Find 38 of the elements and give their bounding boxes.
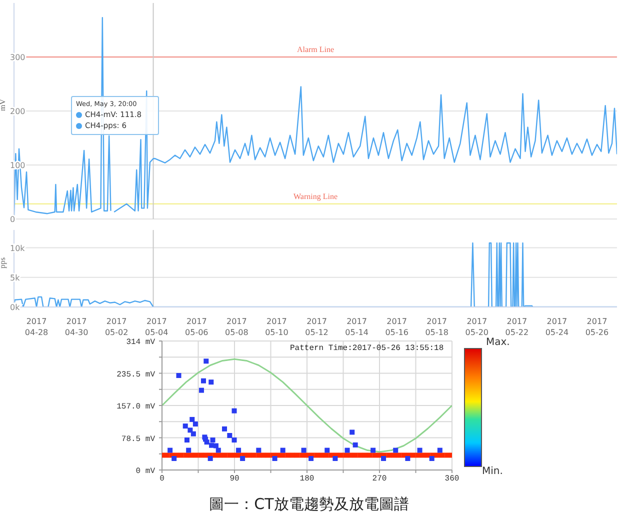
x-tick-label: 2017 05-16 [385, 317, 408, 337]
x-tick-label: 270 [372, 474, 387, 484]
annotation: Pattern Time:2017-05-26 13:55:18 [290, 344, 444, 353]
x-tick-label: 90 [230, 474, 240, 484]
x-tick-label: 2017 05-26 [585, 317, 609, 337]
y-tick-label: 5k [10, 273, 20, 282]
text: 圖一：CT放電趨勢及放電圖譜 [208, 495, 410, 514]
x-tick-label: 2017 05-22 [505, 317, 529, 337]
y-tick-label: 157.0 mV [116, 402, 156, 412]
x-tick-label: 2017 04-28 [24, 317, 48, 337]
x-tick-label: 2017 05-14 [345, 317, 368, 337]
y-tick-label: 200 [10, 107, 26, 116]
x-tick-label: 2017 05-04 [144, 317, 168, 337]
y-axis-title: mV [0, 98, 7, 111]
x-tick-label: 2017 05-24 [545, 317, 569, 337]
x-tick-label: 180 [300, 474, 314, 484]
y-tick-label: 314 mV [126, 338, 156, 347]
y-tick-label: 0k [10, 303, 20, 312]
x-tick-label: 2017 04-30 [64, 317, 88, 337]
x-tick-label: 2017 05-10 [265, 317, 288, 337]
y-tick-label: 78.5 mV [121, 434, 156, 444]
x-tick-label: 2017 05-02 [104, 317, 128, 337]
y-tick-label: 0 [10, 215, 16, 224]
text: Max. [486, 337, 510, 348]
ref-line-label: Warning Line [293, 192, 338, 201]
text: Min. [482, 466, 503, 477]
y-tick-label: 0 mV [136, 467, 156, 476]
x-tick-label: 0 [160, 474, 165, 484]
x-tick-label: 2017 05-12 [305, 317, 328, 337]
y-axis-title: pps [0, 257, 7, 268]
x-tick-label: 360 [444, 474, 460, 484]
ref-line-label: Alarm Line [296, 45, 334, 54]
x-tick-label: 2017 05-08 [225, 317, 248, 337]
x-tick-label: 2017 05-06 [185, 317, 208, 337]
y-tick-label: 235.5 mV [116, 370, 156, 380]
x-tick-label: 2017 05-18 [425, 317, 448, 337]
y-tick-label: 10k [10, 244, 26, 253]
x-tick-label: 2017 05-20 [465, 317, 489, 337]
